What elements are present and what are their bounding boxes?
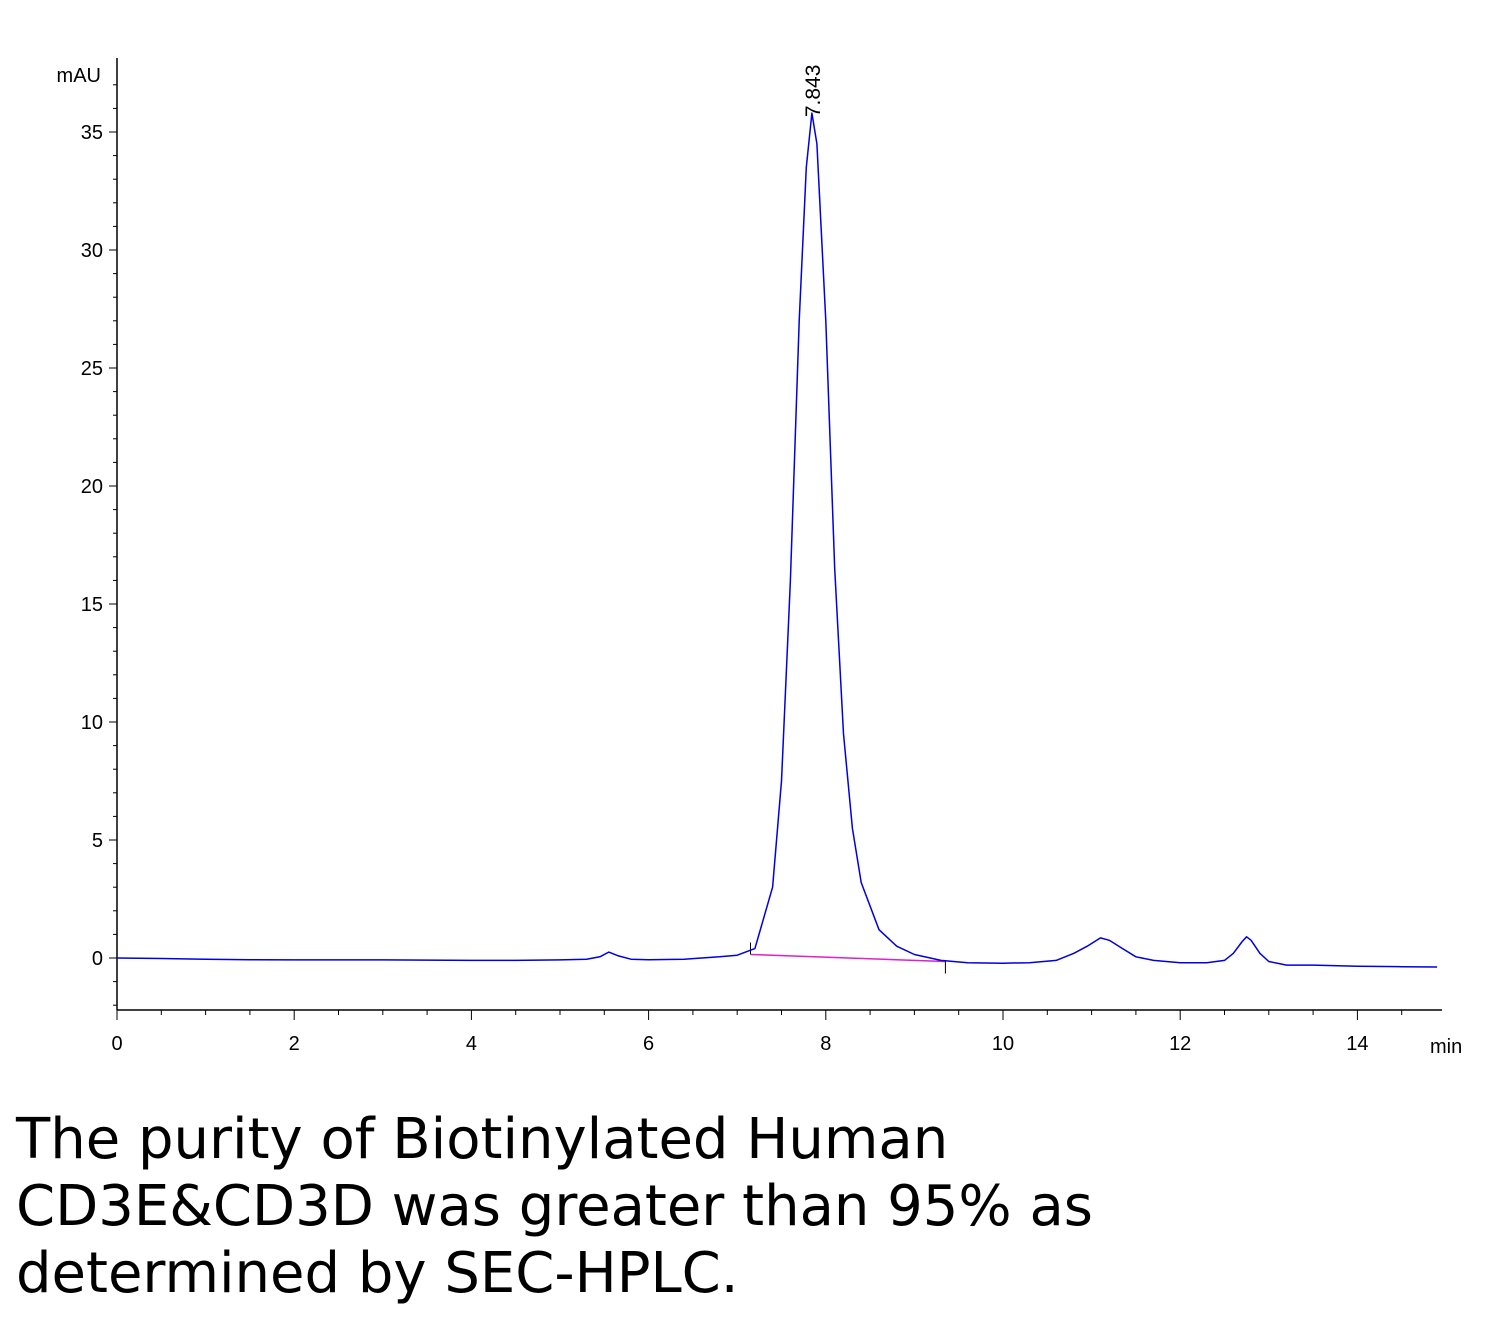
x-tick-label: 10 [992,1033,1014,1055]
y-tick-label: 5 [92,830,103,852]
x-tick-label: 6 [643,1033,654,1055]
x-tick-label: 12 [1169,1033,1191,1055]
plot-marks [116,112,1438,974]
caption-line-2: CD3E&CD3D was greater than 95% as [16,1174,1093,1239]
y-tick-label: 30 [81,240,103,262]
axis-labels: 0 5 10 15 20 25 30 35 0 2 4 6 8 10 12 14 mAU min 7.843 [57,65,1463,1058]
x-axis-unit-label: min [1430,1036,1462,1058]
y-tick-label: 15 [81,594,103,616]
caption-line-3: determined by SEC-HPLC. [16,1241,739,1306]
peak-label: 7.843 [802,65,825,118]
x-tick-label: 14 [1346,1033,1368,1055]
x-tick-label: 4 [466,1033,477,1055]
chromatogram-trace [116,112,1438,968]
x-tick-label: 0 [111,1033,122,1055]
integration-baseline [750,953,946,963]
y-tick-label: 0 [92,948,103,970]
x-tick-label: 2 [289,1033,300,1055]
x-tick-label: 8 [820,1033,831,1055]
axes [109,58,1442,1020]
y-axis-unit-label: mAU [57,65,101,87]
y-tick-label: 25 [81,358,103,380]
y-tick-label: 20 [81,476,103,498]
y-tick-label: 10 [81,712,103,734]
figure-caption: The purity of Biotinylated Human CD3E&CD… [16,1106,1476,1307]
y-tick-label: 35 [81,122,103,144]
chromatogram: 0 5 10 15 20 25 30 35 0 2 4 6 8 10 12 14 mAU min 7.843 [57,58,1463,1058]
caption-line-1: The purity of Biotinylated Human [16,1107,949,1172]
